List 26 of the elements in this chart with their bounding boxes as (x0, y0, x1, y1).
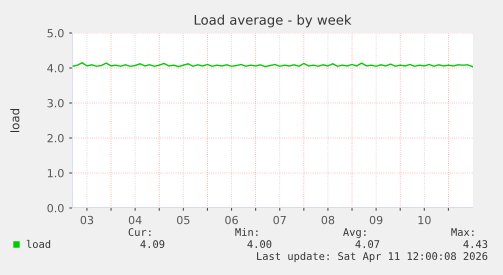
legend-label: load (26, 240, 50, 248)
x-tick-label: 07 (273, 216, 286, 224)
y-axis-title: load (10, 108, 20, 132)
text: 4.09 (140, 240, 164, 248)
y-tick-label: 4.0 (47, 64, 64, 72)
x-tick-label: 05 (177, 216, 190, 224)
x-tick-label: 08 (322, 216, 334, 224)
y-tick-label: 2.0 (48, 134, 64, 142)
text: Avg: (343, 228, 366, 238)
chart-title: Load average - by week (194, 14, 352, 28)
x-tick-label: 09 (370, 216, 382, 224)
y-tick-label: 0.0 (47, 204, 64, 212)
text: Last update: Sat Apr 11 12:00:08 2026 (257, 252, 488, 262)
text: Min: (235, 228, 258, 236)
x-tick-label: 04 (128, 216, 142, 224)
x-tick-label: 06 (225, 216, 238, 224)
text: Cur: (128, 228, 150, 236)
y-tick-label: 5.0 (48, 28, 64, 38)
text: 4.00 (247, 240, 272, 248)
y-tick-label: 3.0 (48, 98, 64, 108)
x-tick-label: 10 (418, 216, 431, 224)
text: Max: (451, 228, 474, 236)
text: 4.07 (355, 240, 380, 248)
text: 4.43 (463, 240, 488, 248)
x-tick-label: 03 (80, 216, 94, 224)
y-tick-label: 1.0 (48, 168, 64, 178)
